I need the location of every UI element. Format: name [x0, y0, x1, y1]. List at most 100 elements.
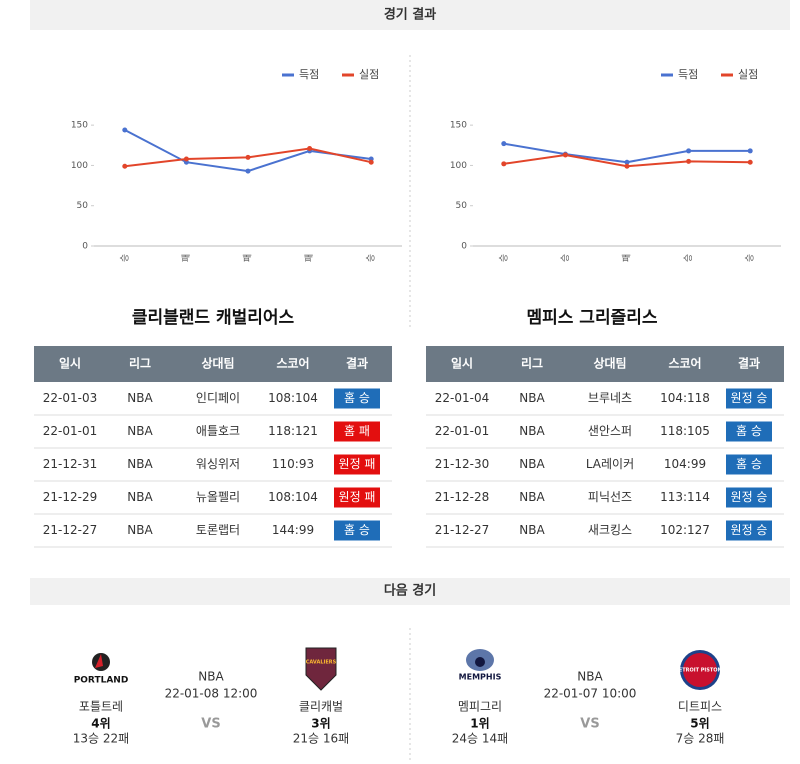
y-tick-label: 0 [461, 242, 467, 252]
team-name: 디트피스 [678, 700, 722, 714]
cell: NBA [127, 523, 153, 537]
logo-text: MEMPHIS [459, 673, 502, 682]
point [562, 152, 568, 158]
result-label: 홈 승 [344, 391, 370, 405]
team-name: 포틀트레 [79, 700, 123, 714]
x-tick-label: 패 [181, 254, 192, 262]
result-badge [726, 388, 772, 409]
table-header [426, 346, 784, 382]
x-tick-label: 승 [745, 254, 756, 262]
cell: NBA [519, 424, 545, 438]
result-badge [334, 454, 380, 475]
chart-title: 멤피스 그리즐리스 [526, 308, 657, 328]
result-badge [334, 388, 380, 409]
result-label: 원정 패 [339, 490, 376, 504]
result-label: 원정 패 [339, 457, 376, 471]
cell: 108:104 [268, 490, 318, 504]
cell: LA레이커 [586, 457, 634, 471]
team-rank: 1위 [470, 717, 489, 731]
cell: 21-12-29 [43, 490, 97, 504]
cell: 22-01-04 [435, 391, 489, 405]
column-header: 스코어 [276, 356, 309, 371]
point [122, 163, 128, 169]
section-title: 다음 경기 [384, 583, 436, 599]
league: NBA [577, 670, 603, 684]
legend-label: 득점 [299, 68, 319, 81]
result-badge [726, 421, 772, 442]
result-badge [334, 421, 380, 442]
chart-title: 클리블랜드 캐벌리어스 [132, 308, 295, 328]
team-rank: 5위 [690, 717, 709, 731]
y-tick-label: 50 [77, 201, 89, 211]
x-tick-label: 패 [243, 254, 254, 262]
point [686, 148, 692, 154]
cell: 118:105 [660, 424, 710, 438]
y-tick-label: 150 [71, 121, 88, 131]
result-label: 홈 승 [736, 457, 762, 471]
cell: 21-12-31 [43, 457, 97, 471]
legend-label: 실점 [738, 68, 758, 81]
cell: 104:118 [660, 391, 710, 405]
cell: 108:104 [268, 391, 318, 405]
cell: NBA [519, 523, 545, 537]
logo-text: CAVALIERS [306, 660, 337, 666]
cell: NBA [519, 457, 545, 471]
column-header: 상대팀 [593, 356, 626, 371]
logo-text: DETROIT PISTONS [675, 668, 726, 674]
cell: 피닉선즈 [588, 490, 632, 504]
cell: 21-12-30 [435, 457, 489, 471]
point [245, 168, 251, 174]
result-badge [334, 487, 380, 508]
result-label: 원정 승 [731, 490, 768, 504]
league: NBA [198, 670, 224, 684]
x-tick-label: 승 [498, 254, 509, 262]
result-badge [726, 454, 772, 475]
cell: 21-12-28 [435, 490, 489, 504]
result-label: 홈 패 [344, 424, 370, 438]
section-header [30, 0, 790, 30]
table-header [34, 346, 392, 382]
cell: 21-12-27 [43, 523, 97, 537]
section-title: 경기 결과 [384, 7, 436, 23]
point [368, 159, 374, 165]
cell: 애틀호크 [196, 424, 240, 438]
point [624, 163, 630, 169]
cell: NBA [127, 424, 153, 438]
column-header: 일시 [451, 357, 473, 371]
column-header: 결과 [346, 356, 368, 371]
datetime: 22-01-07 10:00 [544, 687, 637, 701]
logo-mark [95, 654, 103, 668]
cell: NBA [127, 457, 153, 471]
team-rank: 3위 [311, 717, 330, 731]
logo-text: PORTLAND [74, 676, 129, 686]
legend-label: 실점 [359, 68, 379, 81]
section-header [30, 578, 790, 605]
team-rank: 4위 [91, 717, 110, 731]
cell: NBA [127, 391, 153, 405]
point [183, 156, 189, 162]
result-badge [726, 487, 772, 508]
x-tick-label: 승 [683, 254, 694, 262]
y-tick-label: 50 [456, 201, 468, 211]
point [747, 159, 753, 165]
cell: 102:127 [660, 523, 710, 537]
vs: VS [201, 717, 220, 732]
x-tick-label: 승 [119, 254, 130, 262]
x-tick-label: 패 [304, 254, 315, 262]
column-header: 일시 [59, 357, 81, 371]
series-line [124, 129, 372, 173]
cell: 토론랩터 [196, 523, 240, 537]
cell: 22-01-01 [43, 424, 97, 438]
cell: 118:121 [268, 424, 318, 438]
y-tick-label: 0 [82, 242, 88, 252]
y-tick-label: 100 [450, 161, 467, 171]
result-badge [334, 520, 380, 541]
cell: 144:99 [272, 523, 314, 537]
logo-mark [475, 657, 485, 667]
x-tick-label: 패 [622, 254, 633, 262]
cell: 104:99 [664, 457, 706, 471]
cell: 샌안스퍼 [588, 424, 632, 438]
datetime: 22-01-08 12:00 [165, 687, 258, 701]
cell: 21-12-27 [435, 523, 489, 537]
